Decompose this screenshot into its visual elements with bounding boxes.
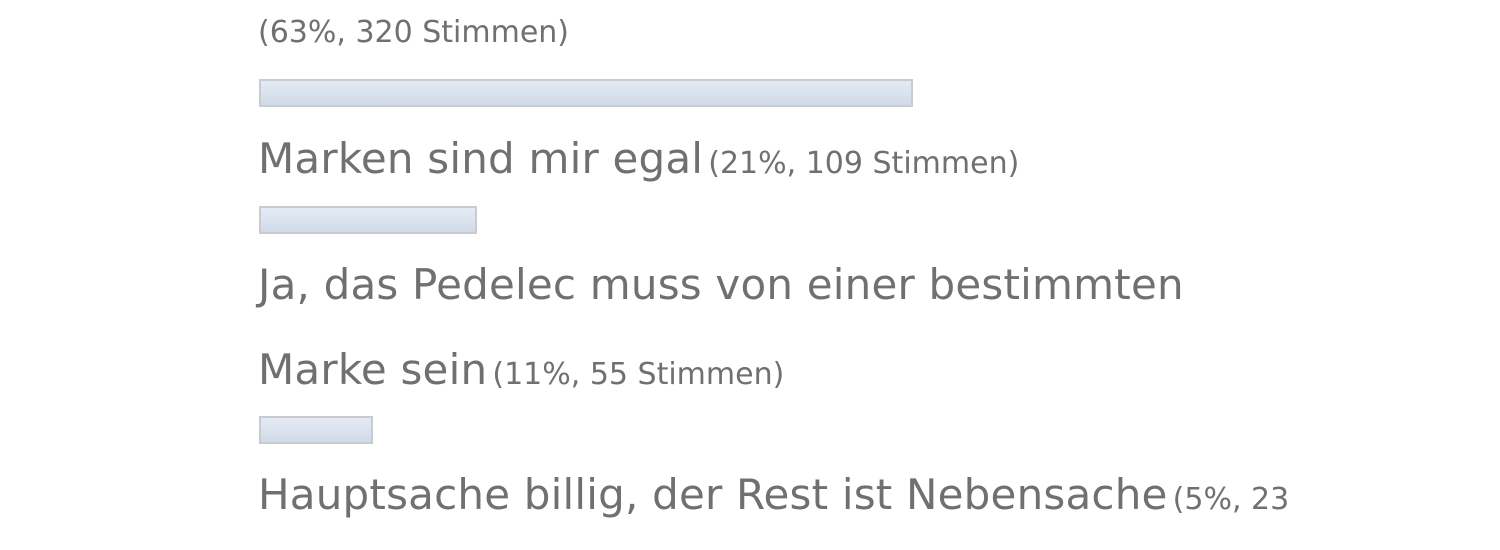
poll-option-3-label-line1: Ja, das Pedelec muss von einer bestimmte… (258, 260, 1184, 309)
poll-option-1-text: (63%, 320 Stimmen) (258, 18, 569, 48)
poll-option-3-label-line2: Marke sein (258, 345, 488, 394)
poll-bar-3 (259, 416, 373, 444)
poll-option-3-meta: (11%, 55 Stimmen) (492, 357, 785, 392)
poll-bar-2 (259, 206, 477, 234)
poll-results: (63%, 320 Stimmen) Marken sind mir egal … (258, 0, 1298, 550)
poll-option-4-meta: (5%, 23 (1172, 482, 1290, 517)
poll-option-3-text-line1: Ja, das Pedelec muss von einer bestimmte… (258, 264, 1184, 306)
poll-option-4-label: Hauptsache billig, der Rest ist Nebensac… (258, 470, 1168, 519)
poll-option-4-text: Hauptsache billig, der Rest ist Nebensac… (258, 474, 1289, 516)
poll-option-2-text: Marken sind mir egal (21%, 109 Stimmen) (258, 138, 1019, 180)
poll-option-2-label: Marken sind mir egal (258, 134, 704, 183)
poll-option-3-text-line2: Marke sein (11%, 55 Stimmen) (258, 349, 784, 391)
poll-bar-1 (259, 79, 913, 107)
poll-option-2-meta: (21%, 109 Stimmen) (708, 146, 1020, 181)
poll-option-1-meta: (63%, 320 Stimmen) (258, 15, 570, 50)
